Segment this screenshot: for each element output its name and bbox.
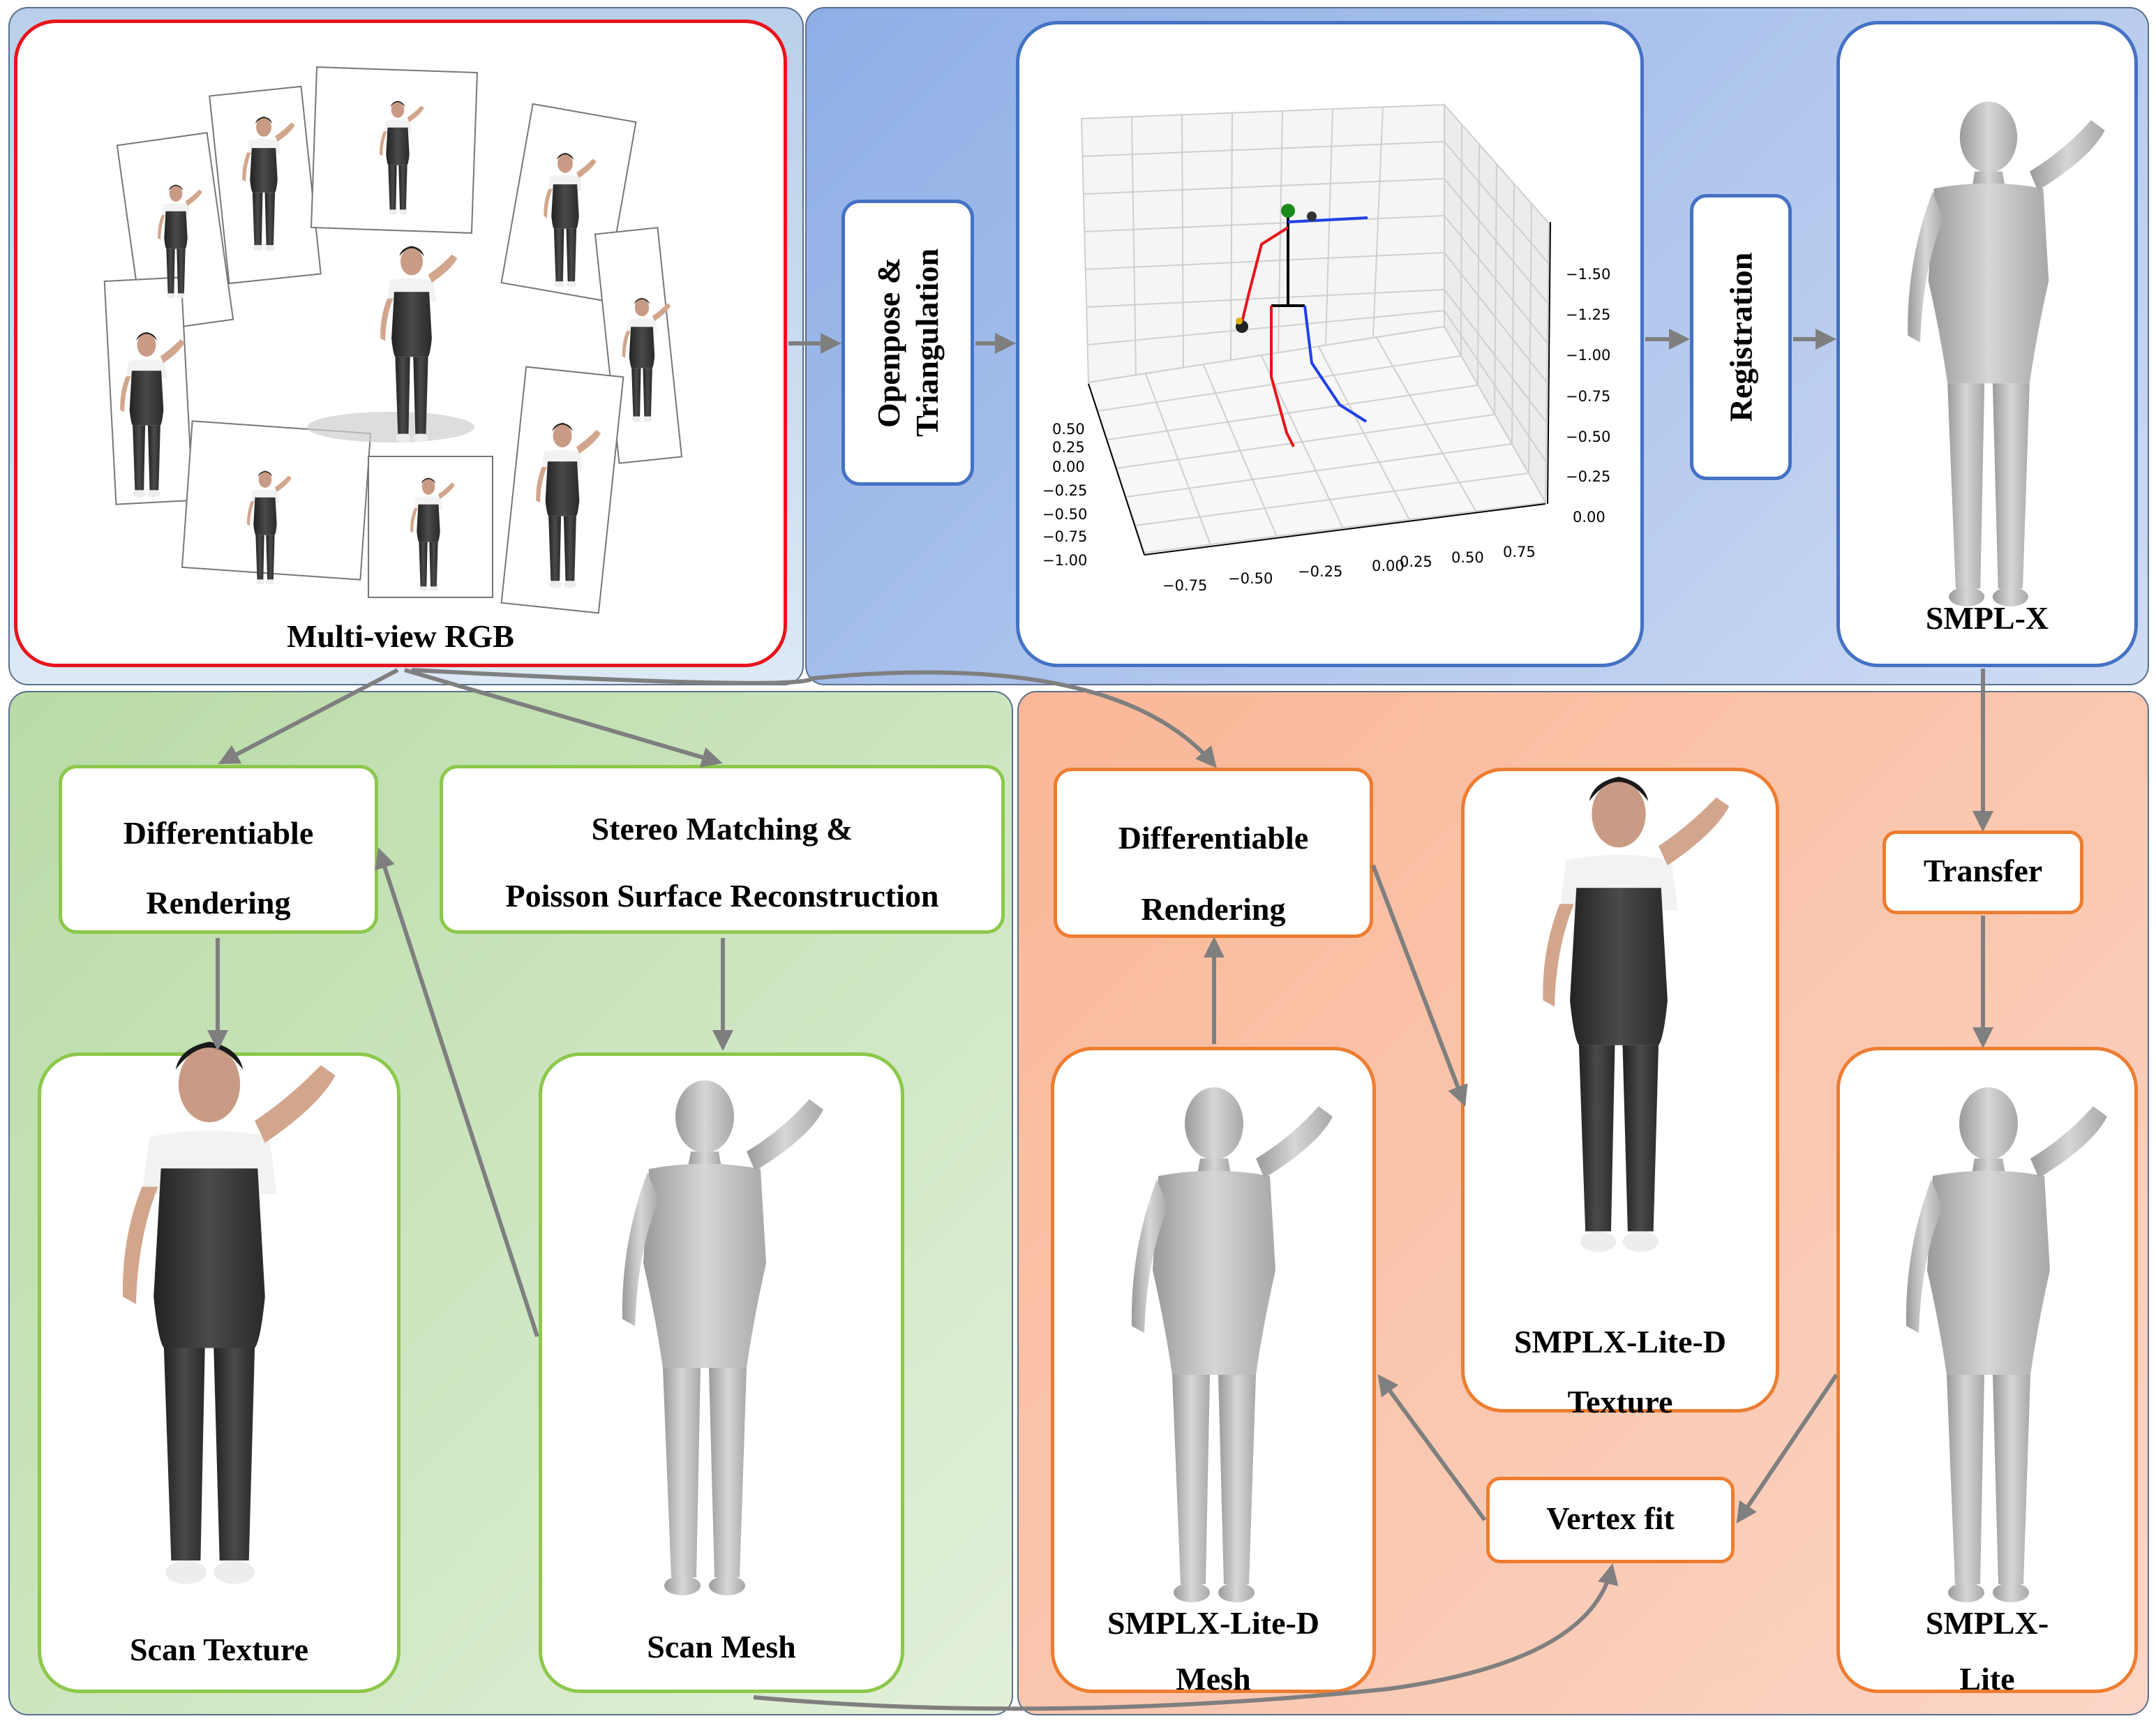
openpose-box: [841, 200, 974, 486]
y-tick-label: −1.00: [1042, 552, 1087, 569]
plot3d-z-ticks: −1.50 −1.25 −1.00 −0.75 −0.50 −0.25 0.00: [1566, 266, 1610, 526]
x-tick-label: 0.50: [1451, 549, 1484, 566]
y-tick-label: −0.50: [1042, 506, 1087, 523]
lite-d-mesh-line1: SMPLX-Lite-D: [1107, 1605, 1320, 1641]
z-tick-label: −0.50: [1566, 429, 1610, 445]
transfer-box: [1882, 830, 2083, 914]
plot3d-axes: [1088, 221, 1551, 556]
plot3d-y-ticks: 0.50 0.25 0.00 −0.25 −0.50 −0.75 −1.00: [1042, 421, 1087, 569]
lite-figure: [1906, 1087, 2107, 1602]
x-tick-label: 0.75: [1503, 544, 1536, 560]
plot3d-x-ticks: −0.75 −0.50 −0.25 0.00 0.25 0.50 0.75: [1162, 544, 1536, 594]
multiview-people: [120, 100, 671, 592]
arrow-lite-to-vertexfit: [1736, 1373, 1839, 1523]
y-tick-label: 0.50: [1052, 421, 1085, 438]
skeleton: [1236, 204, 1368, 447]
vertex-fit-box: [1486, 1477, 1735, 1563]
scan-texture-figure: [122, 1041, 336, 1584]
x-tick-label: −0.25: [1298, 563, 1342, 580]
z-tick-label: −0.75: [1566, 388, 1610, 405]
x-tick-label: 0.00: [1372, 558, 1405, 574]
diff-render-right-label: Differentiable Rendering: [1054, 803, 1373, 945]
diff-render-left-box: [59, 765, 378, 934]
x-tick-label: 0.25: [1400, 553, 1432, 570]
transfer-label: Transfer: [1923, 853, 2043, 888]
lite-d-texture-line1: SMPLX-Lite-D: [1513, 1324, 1727, 1359]
smplx-label: SMPL-X: [1925, 600, 2049, 636]
z-tick-label: 0.00: [1573, 509, 1605, 526]
lite-d-mesh-figure: [1131, 1087, 1333, 1602]
arrow-multiview-to-stereo: [404, 668, 723, 768]
scan-mesh-label: Scan Mesh: [647, 1629, 796, 1664]
z-tick-label: −0.25: [1566, 468, 1610, 485]
arrow-multiview-to-diffrender: [218, 668, 399, 764]
arrow-vertexfit-to-litedmesh: [1377, 1374, 1487, 1521]
lite-d-texture-line2: Texture: [1567, 1384, 1673, 1420]
vertex-fit-label: Vertex fit: [1546, 1500, 1675, 1536]
x-tick-label: −0.50: [1228, 570, 1273, 587]
lite-d-mesh-line2: Mesh: [1176, 1661, 1251, 1697]
multiview-label: Multi-view RGB: [287, 618, 514, 654]
diff-render-right-box: [1054, 768, 1373, 938]
stereo-line2: Poisson Surface Reconstruction: [505, 878, 939, 914]
registration-label: Registration: [1723, 252, 1759, 422]
diff-render-left-line2: Rendering: [146, 885, 291, 921]
diff-render-right-line2: Rendering: [1141, 891, 1286, 927]
y-tick-label: 0.00: [1052, 459, 1085, 475]
lite-label: SMPLX- Lite: [1836, 1595, 2138, 1707]
openpose-line1: Openpose &: [870, 257, 906, 429]
z-tick-label: −1.25: [1566, 306, 1610, 323]
arrow-scanmesh-to-vertexfit: [753, 1563, 1619, 1711]
z-tick-label: −1.50: [1566, 266, 1610, 283]
diff-render-left-line1: Differentiable: [123, 815, 314, 851]
lite-d-mesh-label: SMPLX-Lite-D Mesh: [1051, 1595, 1376, 1707]
z-tick-label: −1.00: [1566, 347, 1610, 364]
registration-box: [1690, 194, 1792, 480]
arrow-diffrender-to-litedtexture: [1371, 864, 1468, 1107]
openpose-line2: Triangulation: [909, 248, 945, 438]
arrow-multiview-to-diffrender-right: [411, 668, 1217, 768]
x-tick-label: −0.75: [1162, 577, 1207, 594]
diff-render-left-label: Differentiable Rendering: [59, 798, 378, 938]
stereo-label: Stereo Matching & Poisson Surface Recons…: [440, 796, 1005, 930]
y-tick-label: −0.25: [1042, 482, 1087, 499]
scan-mesh-figure: [622, 1080, 823, 1595]
scan-texture-label: Scan Texture: [129, 1632, 309, 1667]
lite-line1: SMPLX-: [1925, 1605, 2049, 1641]
smplx-figure: [1908, 101, 2105, 606]
y-tick-label: 0.25: [1052, 439, 1085, 456]
stereo-line1: Stereo Matching &: [591, 811, 853, 847]
diff-render-right-line1: Differentiable: [1118, 820, 1309, 856]
arrows: [207, 329, 1993, 1711]
lite-d-texture-label: SMPLX-Lite-D Texture: [1461, 1312, 1779, 1432]
y-tick-label: −0.75: [1042, 528, 1087, 545]
lite-d-texture-figure: [1543, 777, 1730, 1252]
plot3d: [1080, 103, 1550, 554]
stereo-box: [440, 765, 1005, 934]
lite-line2: Lite: [1959, 1661, 2015, 1697]
openpose-label: Openpose & Triangulation: [869, 248, 946, 437]
arrow-scanmesh-to-diffrender: [375, 847, 539, 1337]
